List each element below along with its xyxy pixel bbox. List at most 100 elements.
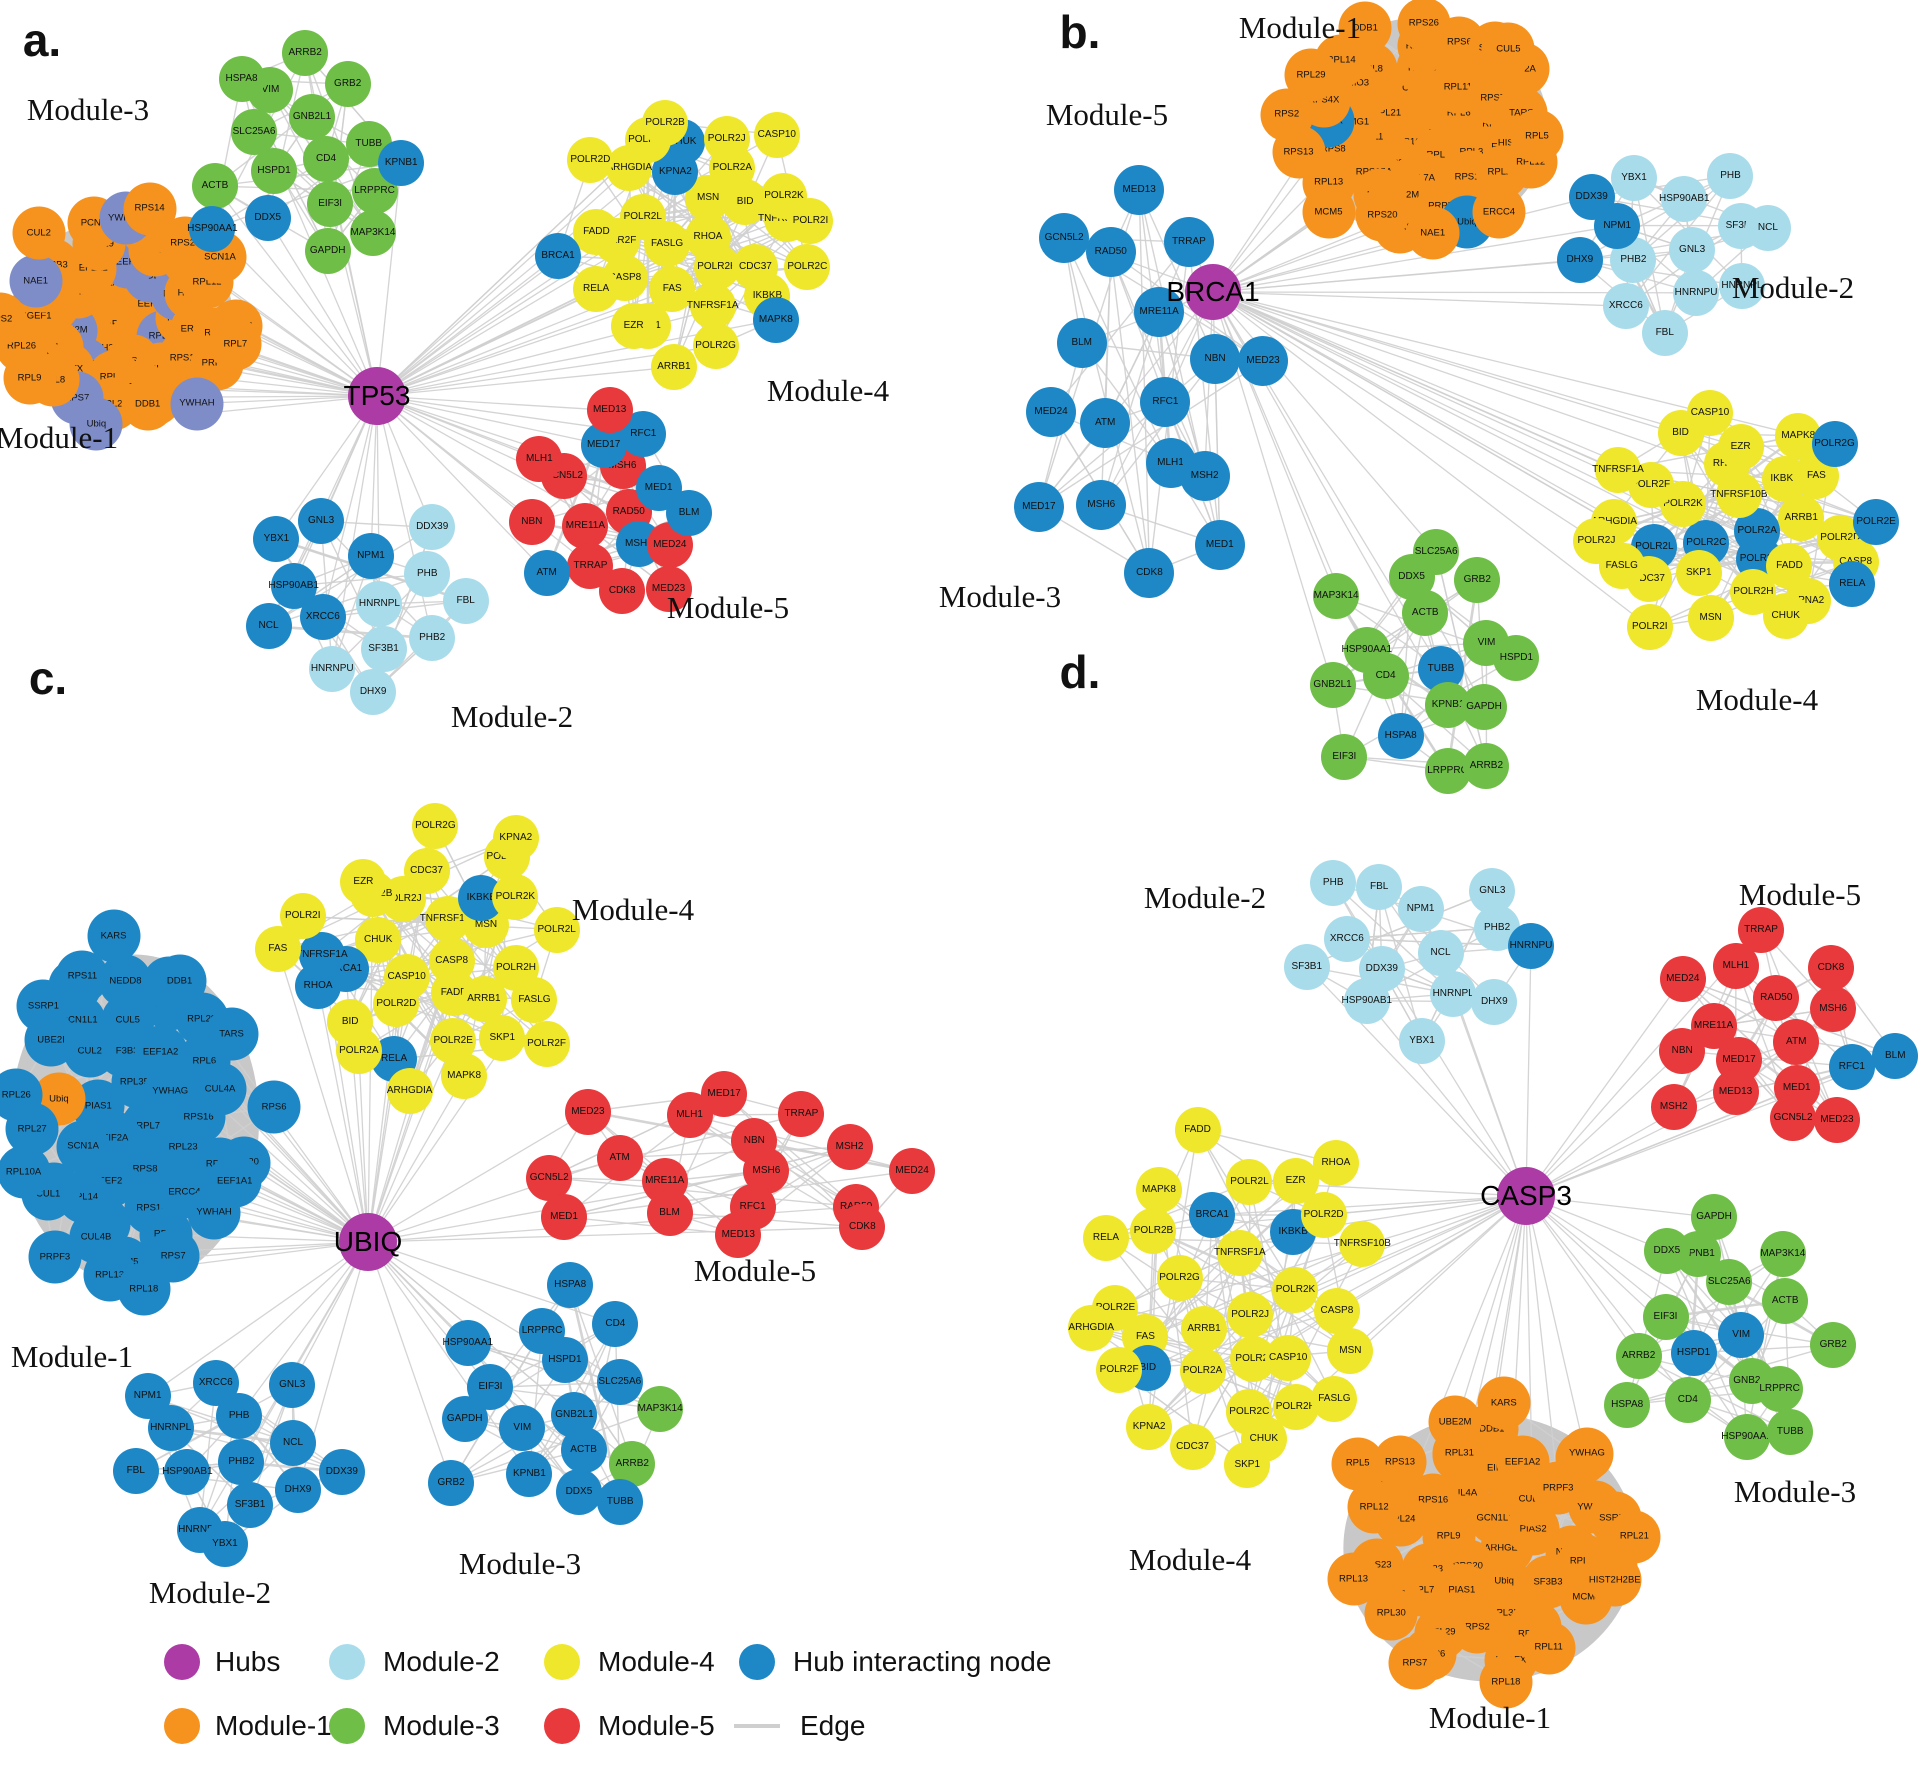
node-b-atm[interactable]: ATM: [1080, 398, 1131, 449]
node-d-npm1[interactable]: NPM1: [1397, 886, 1444, 933]
node-b-msh2[interactable]: MSH2: [1179, 451, 1230, 501]
node-d-arhgdia[interactable]: ARHGDIA: [1068, 1304, 1115, 1351]
node-b-rpl5[interactable]: RPL5: [1510, 109, 1564, 163]
node-d-tnfrsf1a[interactable]: TNFRSF1A: [1214, 1229, 1266, 1276]
node-a-ncl[interactable]: NCL: [245, 603, 292, 650]
node-b-polr2g[interactable]: POLR2G: [1811, 421, 1858, 468]
node-c-fbl[interactable]: FBL: [112, 1447, 159, 1494]
node-d-rps7[interactable]: RPS7: [1388, 1636, 1442, 1690]
node-d-eif3i[interactable]: EIF3I: [1642, 1294, 1689, 1341]
node-c-polr2d[interactable]: POLR2D: [373, 981, 420, 1028]
node-b-trrap[interactable]: TRRAP: [1163, 216, 1214, 267]
node-a-casp10[interactable]: CASP10: [753, 111, 800, 158]
node-a-arrb1[interactable]: ARRB1: [650, 344, 697, 390]
node-c-lrpprc[interactable]: LRPPRC: [519, 1307, 566, 1354]
node-c-hsp90aa1[interactable]: HSP90AA1: [442, 1319, 493, 1366]
node-b-blm[interactable]: BLM: [1056, 318, 1107, 369]
node-b-cdk8[interactable]: CDK8: [1124, 547, 1175, 598]
node-b-msh6[interactable]: MSH6: [1076, 480, 1127, 531]
node-a-ddb1[interactable]: DDB1: [121, 377, 175, 431]
node-c-mapk8[interactable]: MAPK8: [441, 1053, 488, 1100]
node-b-polr2e[interactable]: POLR2E: [1853, 499, 1900, 546]
node-a-polr2g[interactable]: POLR2G: [692, 323, 739, 370]
node-d-dhx9[interactable]: DHX9: [1471, 978, 1518, 1025]
node-a-polr2d[interactable]: POLR2D: [567, 137, 614, 184]
node-c-med13[interactable]: MED13: [715, 1211, 762, 1258]
node-d-tubb[interactable]: TUBB: [1767, 1409, 1814, 1456]
node-d-map3k14[interactable]: MAP3K14: [1759, 1231, 1806, 1277]
node-d-hsp90aa1[interactable]: HSP90AA1: [1721, 1414, 1772, 1461]
node-d-polr2k[interactable]: POLR2K: [1272, 1266, 1319, 1313]
node-b-hspd1[interactable]: HSPD1: [1493, 634, 1540, 681]
node-b-rad50[interactable]: RAD50: [1085, 227, 1136, 278]
node-c-map3k14[interactable]: MAP3K14: [637, 1385, 684, 1432]
node-c-msh2[interactable]: MSH2: [826, 1123, 873, 1170]
node-a-nbn[interactable]: NBN: [508, 499, 555, 546]
node-d-msh6[interactable]: MSH6: [1810, 985, 1857, 1032]
node-c-npm1[interactable]: NPM1: [124, 1373, 171, 1420]
node-a-rps14[interactable]: RPS14: [123, 182, 177, 235]
node-d-cd4[interactable]: CD4: [1664, 1376, 1711, 1423]
node-c-phb2[interactable]: PHB2: [218, 1439, 265, 1486]
node-b-rps26[interactable]: RPS26: [1397, 0, 1451, 51]
node-a-actb[interactable]: ACTB: [191, 163, 238, 210]
node-d-rpl21[interactable]: RPL21: [1607, 1510, 1661, 1564]
node-b-med24[interactable]: MED24: [1026, 386, 1077, 437]
node-c-grb2[interactable]: GRB2: [428, 1459, 475, 1506]
node-c-rpl18[interactable]: RPL18: [117, 1262, 171, 1316]
node-c-tars[interactable]: TARS: [205, 1007, 259, 1061]
node-c-gapdh[interactable]: GAPDH: [441, 1395, 488, 1442]
node-c-fas[interactable]: FAS: [254, 925, 301, 972]
node-b-gnb2l1[interactable]: GNB2L1: [1309, 662, 1356, 708]
node-d-vim[interactable]: VIM: [1718, 1311, 1765, 1358]
node-b-gapdh[interactable]: GAPDH: [1461, 683, 1508, 730]
node-d-tnfrsf10b[interactable]: TNFRSF10B: [1334, 1221, 1391, 1268]
node-d-gnl3[interactable]: GNL3: [1469, 868, 1516, 915]
node-b-hspa8[interactable]: HSPA8: [1377, 712, 1424, 759]
node-b-rfc1[interactable]: RFC1: [1140, 376, 1191, 427]
node-c-eef1a1[interactable]: EEF1A1: [208, 1154, 262, 1208]
node-a-grb2[interactable]: GRB2: [324, 61, 371, 108]
node-c-polr2g[interactable]: POLR2G: [412, 803, 459, 850]
node-b-gnl3[interactable]: GNL3: [1669, 227, 1716, 274]
node-d-polr2j[interactable]: POLR2J: [1227, 1291, 1274, 1338]
node-b-hsp90aa1[interactable]: HSP90AA1: [1342, 626, 1392, 673]
node-d-hspa8[interactable]: HSPA8: [1604, 1381, 1651, 1428]
node-b-grb2[interactable]: GRB2: [1454, 557, 1501, 604]
node-a-ywhah[interactable]: YWHAH: [170, 377, 224, 430]
node-b-xrcc6[interactable]: XRCC6: [1602, 283, 1649, 330]
node-c-atm[interactable]: ATM: [596, 1134, 643, 1181]
hub-node-ubiq[interactable]: UBIQ: [334, 1213, 402, 1271]
node-b-polr2j[interactable]: POLR2J: [1573, 517, 1620, 564]
node-c-xrcc6[interactable]: XRCC6: [192, 1359, 239, 1406]
node-a-atm[interactable]: ATM: [523, 550, 570, 597]
node-d-brca1[interactable]: BRCA1: [1189, 1191, 1236, 1238]
node-a-fbl[interactable]: FBL: [442, 577, 489, 624]
node-c-tubb[interactable]: TUBB: [597, 1479, 644, 1526]
node-c-ssrp1[interactable]: SSRP1: [16, 979, 70, 1033]
node-a-brca1[interactable]: BRCA1: [535, 232, 582, 279]
node-c-trrap[interactable]: TRRAP: [778, 1091, 825, 1138]
node-d-cdc37[interactable]: CDC37: [1169, 1424, 1216, 1471]
node-d-fadd[interactable]: FADD: [1174, 1107, 1221, 1154]
node-c-vim[interactable]: VIM: [499, 1404, 546, 1451]
node-b-ybx1[interactable]: YBX1: [1610, 154, 1657, 201]
node-a-rpl7[interactable]: RPL7: [208, 317, 262, 371]
node-a-dhx9[interactable]: DHX9: [350, 669, 397, 716]
node-c-kars[interactable]: KARS: [87, 909, 141, 963]
node-a-kpnb1[interactable]: KPNB1: [378, 140, 425, 187]
hub-node-casp3[interactable]: CASP3: [1480, 1167, 1572, 1225]
node-c-blm[interactable]: BLM: [646, 1189, 693, 1236]
node-c-skp1[interactable]: SKP1: [479, 1015, 526, 1062]
node-d-polr2a[interactable]: POLR2A: [1179, 1348, 1226, 1394]
node-d-blm[interactable]: BLM: [1872, 1032, 1919, 1079]
node-a-map3k14[interactable]: MAP3K14: [349, 209, 396, 256]
node-d-polr2l[interactable]: POLR2L: [1226, 1159, 1273, 1206]
node-c-faslg[interactable]: FASLG: [511, 976, 558, 1023]
node-a-gapdh[interactable]: GAPDH: [304, 228, 351, 275]
node-b-tnfrsf1a[interactable]: TNFRSF1A: [1592, 446, 1644, 493]
node-d-kpna2[interactable]: KPNA2: [1126, 1403, 1173, 1450]
hub-node-brca1[interactable]: BRCA1: [1166, 264, 1260, 320]
node-a-tnfrsf1a[interactable]: TNFRSF1A: [687, 283, 739, 330]
node-d-phb[interactable]: PHB: [1310, 859, 1357, 906]
